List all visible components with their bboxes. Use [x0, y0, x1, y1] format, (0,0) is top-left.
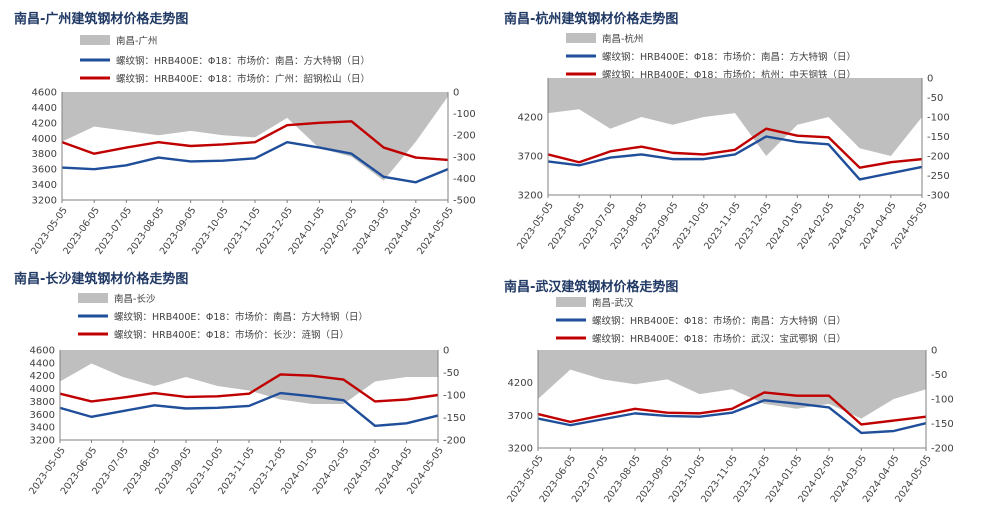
legend-swatch-area: [566, 33, 596, 43]
chart-title: 南昌-长沙建筑钢材价格走势图: [14, 272, 189, 287]
y-tick-label: 4200: [508, 378, 533, 389]
y-tick-label: 4000: [32, 134, 57, 145]
y-tick-label: 3200: [518, 191, 543, 202]
legend-label: 螺纹钢：HRB400E：Φ18：市场价：南昌：方大特钢（日）: [116, 55, 370, 67]
y2-tick-label: -150: [927, 132, 950, 143]
legend-label: 南昌-广州: [116, 35, 157, 47]
legend-label: 螺纹钢：HRB400E：Φ18：市场价：南昌：方大特钢（日）: [602, 51, 856, 63]
chart-svg: 南昌-杭州螺纹钢：HRB400E：Φ18：市场价：南昌：方大特钢（日）螺纹钢：H…: [515, 33, 950, 252]
y2-tick-label: -100: [443, 391, 466, 402]
legend-label: 南昌-杭州: [602, 33, 643, 45]
y-tick-label: 3700: [508, 411, 533, 422]
y2-tick-label: -300: [453, 152, 476, 163]
line-series-nanchang: [537, 399, 927, 435]
y2-tick-label: -500: [453, 196, 476, 207]
y-tick-label: 3200: [508, 444, 533, 455]
chart-title: 南昌-杭州建筑钢材价格走势图: [504, 12, 679, 27]
y2-tick-label: -200: [453, 131, 476, 142]
y-tick-label: 4600: [32, 88, 57, 99]
y2-tick-label: -100: [931, 395, 954, 406]
y-tick-label: 3200: [30, 436, 55, 447]
y-tick-label: 4200: [32, 118, 57, 129]
y2-tick-label: -200: [931, 444, 954, 455]
y-tick-label: 3800: [30, 397, 55, 408]
y2-tick-label: -400: [453, 174, 476, 185]
chart-panel-wuhan: 南昌-武汉建筑钢材价格走势图 南昌-武汉螺纹钢：HRB400E：Φ18：市场价：…: [490, 262, 981, 522]
y-tick-label: 3400: [32, 180, 57, 191]
y2-tick-label: -50: [443, 368, 459, 379]
y-tick-label: 4200: [518, 113, 543, 124]
y-tick-label: 4600: [30, 346, 55, 357]
line-series-nanchang: [61, 140, 449, 184]
area-series-spread: [538, 350, 926, 419]
y-tick-label: 3600: [32, 165, 57, 176]
y2-tick-label: -100: [453, 109, 476, 120]
legend-swatch-area: [80, 35, 110, 45]
line-series-compare: [537, 391, 927, 426]
y-tick-label: 3700: [518, 152, 543, 163]
legend-label: 南昌-武汉: [592, 297, 634, 309]
legend-label: 螺纹钢：HRB400E：Φ18：市场价：武汉：宝武鄂钢（日）: [592, 333, 846, 345]
y-tick-label: 4200: [30, 371, 55, 382]
y-tick-label: 4000: [30, 384, 55, 395]
y2-tick-label: -200: [927, 152, 950, 163]
y2-tick-label: -50: [931, 370, 947, 381]
chart-title: 南昌-广州建筑钢材价格走势图: [14, 12, 189, 27]
y2-tick-label: 0: [443, 346, 449, 357]
legend-label: 螺纹钢：HRB400E：Φ18：市场价：南昌：方大特钢（日）: [592, 315, 846, 327]
y2-tick-label: 0: [927, 74, 933, 85]
y-tick-label: 4400: [32, 103, 57, 114]
chart-panel-guangzhou: 南昌-广州建筑钢材价格走势图 南昌-广州螺纹钢：HRB400E：Φ18：市场价：…: [0, 0, 490, 262]
y-tick-label: 3400: [30, 423, 55, 434]
y-tick-label: 3600: [30, 410, 55, 421]
chart-panel-hangzhou: 南昌-杭州建筑钢材价格走势图 南昌-杭州螺纹钢：HRB400E：Φ18：市场价：…: [490, 0, 981, 262]
legend-label: 南昌-长沙: [114, 293, 156, 305]
line-series-compare: [547, 127, 923, 169]
chart-title: 南昌-武汉建筑钢材价格走势图: [504, 280, 679, 295]
y2-tick-label: 0: [453, 88, 459, 99]
y-tick-label: 3200: [32, 196, 57, 207]
area-series-spread: [548, 78, 922, 156]
legend-label: 螺纹钢：HRB400E：Φ18：市场价：南昌：方大特钢（日）: [114, 311, 368, 323]
y2-tick-label: -150: [443, 413, 466, 424]
legend-label: 螺纹钢：HRB400E：Φ18：市场价：广州：韶钢松山（日）: [116, 73, 370, 85]
y2-tick-label: 0: [931, 346, 937, 357]
line-series-compare: [59, 373, 439, 403]
area-series-spread: [60, 350, 438, 404]
y2-tick-label: -200: [443, 436, 466, 447]
y2-tick-label: -250: [927, 171, 950, 182]
legend-swatch-area: [556, 297, 586, 307]
line-series-compare: [61, 120, 449, 162]
y2-tick-label: -150: [931, 419, 954, 430]
line-series-nanchang: [547, 135, 923, 181]
y-tick-label: 3800: [32, 149, 57, 160]
y-tick-label: 4400: [30, 358, 55, 369]
y2-tick-label: -100: [927, 113, 950, 124]
legend-swatch-area: [78, 293, 108, 303]
area-series-spread: [62, 92, 448, 181]
legend-label: 螺纹钢：HRB400E：Φ18：市场价：长沙：涟钢（日）: [114, 329, 349, 341]
y2-tick-label: -50: [927, 93, 943, 104]
y2-tick-label: -300: [927, 191, 950, 202]
chart-panel-changsha: 南昌-长沙建筑钢材价格走势图 南昌-长沙螺纹钢：HRB400E：Φ18：市场价：…: [0, 262, 490, 522]
line-series-nanchang: [59, 391, 439, 428]
